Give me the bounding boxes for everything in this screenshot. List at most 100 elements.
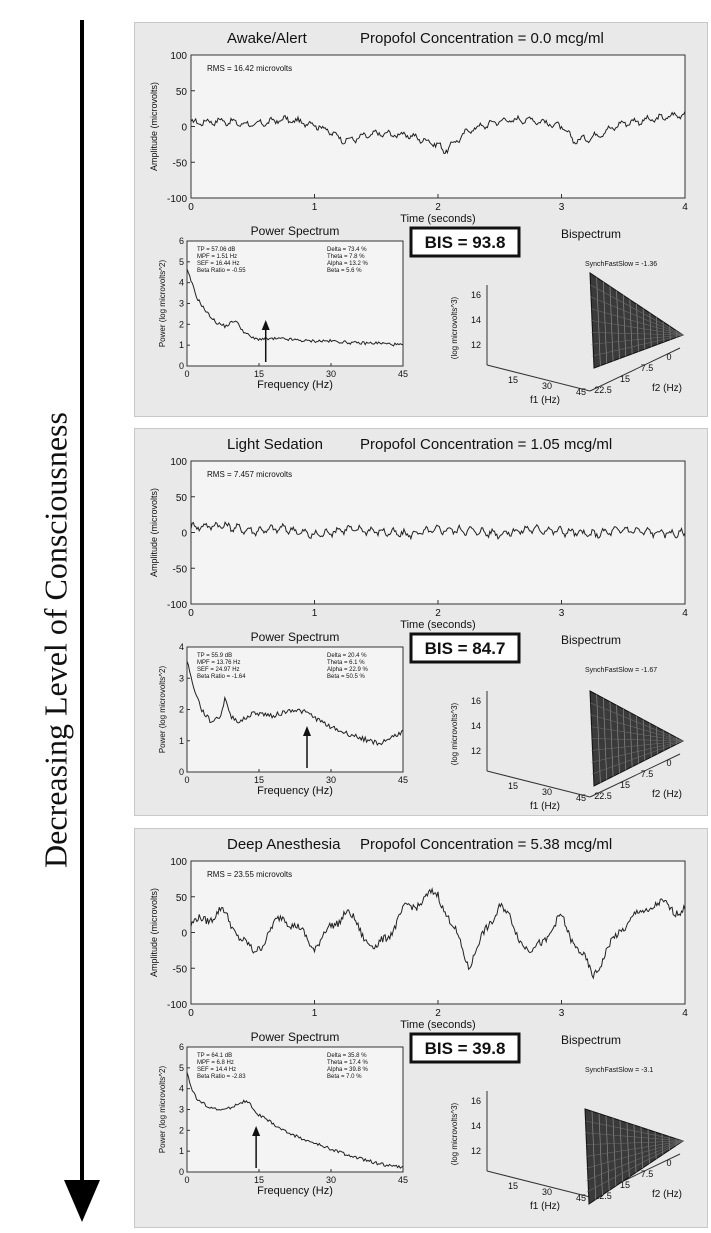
power-y-tick-label: 4	[179, 1084, 184, 1094]
y-tick-label: 50	[176, 493, 188, 504]
f1-tick-label: 45	[576, 1193, 586, 1203]
rms-label: RMS = 16.42 microvolts	[207, 64, 292, 73]
bis-value: BIS = 93.8	[425, 233, 506, 252]
x-tick-label: 2	[435, 202, 441, 213]
stat-left: Beta Ratio = -0.55	[197, 268, 246, 274]
f1-label: f1 (Hz)	[530, 395, 560, 406]
x-tick-label: 4	[682, 608, 688, 619]
power-x-tick-label: 0	[184, 1175, 189, 1185]
power-x-tick-label: 45	[398, 1175, 408, 1185]
power-x-tick-label: 45	[398, 775, 408, 785]
stat-right: Alpha = 39.8 %	[327, 1067, 369, 1073]
y-tick-label: -50	[173, 158, 188, 169]
f2-tick-label: 0	[666, 352, 671, 362]
power-x-tick-label: 15	[254, 1175, 264, 1185]
f2-tick-label: 0	[666, 1158, 671, 1168]
power-y-tick-label: 6	[179, 236, 184, 246]
y-tick-label: -100	[167, 194, 187, 205]
x-tick-label: 3	[559, 202, 565, 213]
power-x-tick-label: 0	[184, 369, 189, 379]
f1-tick-label: 45	[576, 793, 586, 803]
f1-tick-label: 15	[508, 375, 518, 385]
z-tick-label: 14	[471, 315, 481, 325]
time-xlabel: Time (seconds)	[400, 1019, 475, 1031]
stat-right: Beta = 50.5 %	[327, 674, 366, 680]
stat-right: Alpha = 22.9 %	[327, 667, 369, 673]
power-ylabel: Power (log microvolts^2)	[158, 1066, 167, 1154]
f1-tick-label: 15	[508, 1181, 518, 1191]
power-title: Power Spectrum	[251, 1030, 340, 1044]
x-tick-label: 2	[435, 608, 441, 619]
f2-label: f2 (Hz)	[652, 1189, 682, 1200]
side-label: Decreasing Level of Consciousness	[38, 412, 75, 868]
x-tick-label: 4	[682, 202, 688, 213]
stat-left: SEF = 16.44 Hz	[197, 261, 240, 267]
stat-left: TP = 55.9 dB	[197, 653, 232, 659]
power-ylabel: Power (log microvolts^2)	[158, 666, 167, 754]
bispec-zlabel: (log microvolts^3)	[450, 702, 459, 765]
stat-right: Delta = 35.8 %	[327, 1053, 367, 1059]
power-y-tick-label: 0	[179, 767, 184, 777]
y-tick-label: 50	[176, 893, 188, 904]
f1-tick-label: 30	[542, 787, 552, 797]
concentration-title: Propofol Concentration = 1.05 mcg/ml	[360, 436, 612, 453]
power-y-tick-label: 5	[179, 257, 184, 267]
power-x-tick-label: 15	[254, 775, 264, 785]
synch-label: SynchFastSlow = -1.67	[585, 667, 657, 674]
stat-right: Theta = 7.8 %	[327, 254, 365, 260]
power-y-tick-label: 5	[179, 1063, 184, 1073]
y-tick-label: 50	[176, 87, 188, 98]
surface-wedge	[590, 691, 683, 786]
power-y-tick-label: 3	[179, 673, 184, 683]
power-y-tick-label: 1	[179, 340, 184, 350]
power-y-tick-label: 4	[179, 642, 184, 652]
concentration-title: Propofol Concentration = 0.0 mcg/ml	[360, 30, 604, 47]
rms-label: RMS = 7.457 microvolts	[207, 470, 292, 479]
stat-left: MPF = 6.8 Hz	[197, 1060, 234, 1066]
z-tick-label: 16	[471, 290, 481, 300]
stat-right: Beta = 5.6 %	[327, 268, 362, 274]
f1-axis	[487, 365, 590, 391]
f2-label: f2 (Hz)	[652, 789, 682, 800]
f1-axis	[487, 771, 590, 797]
power-y-tick-label: 4	[179, 278, 184, 288]
f2-tick-label: 15	[620, 780, 630, 790]
f1-axis	[487, 1171, 590, 1197]
x-tick-label: 1	[312, 1008, 318, 1019]
f1-label: f1 (Hz)	[530, 1201, 560, 1212]
eeg-plot-frame	[191, 861, 685, 1004]
time-xlabel: Time (seconds)	[400, 619, 475, 631]
power-y-tick-label: 0	[179, 1167, 184, 1177]
power-x-tick-label: 30	[326, 775, 336, 785]
z-tick-label: 14	[471, 1121, 481, 1131]
time-xlabel: Time (seconds)	[400, 213, 475, 225]
power-y-tick-label: 6	[179, 1042, 184, 1052]
bis-value: BIS = 84.7	[425, 639, 506, 658]
state-title: Deep Anesthesia	[227, 836, 341, 853]
stat-right: Theta = 6.1 %	[327, 660, 365, 666]
power-x-tick-label: 30	[326, 369, 336, 379]
power-y-tick-label: 1	[179, 736, 184, 746]
f2-tick-label: 15	[620, 374, 630, 384]
stat-left: SEF = 24.97 Hz	[197, 667, 240, 673]
f2-tick-label: 7.5	[641, 363, 654, 373]
stat-right: Alpha = 13.2 %	[327, 261, 369, 267]
synch-label: SynchFastSlow = -1.36	[585, 261, 657, 268]
bispectrum-title: Bispectrum	[561, 227, 621, 241]
stat-right: Theta = 17.4 %	[327, 1060, 369, 1066]
power-ylabel: Power (log microvolts^2)	[158, 260, 167, 348]
consciousness-arrow: Decreasing Level of Consciousness	[0, 0, 120, 1228]
freq-xlabel: Frequency (Hz)	[257, 785, 333, 797]
bispec-zlabel: (log microvolts^3)	[450, 1102, 459, 1165]
bispectrum-title: Bispectrum	[561, 633, 621, 647]
power-y-tick-label: 3	[179, 1105, 184, 1115]
freq-xlabel: Frequency (Hz)	[257, 1185, 333, 1197]
y-tick-label: 100	[170, 457, 187, 468]
f2-tick-label: 22.5	[594, 791, 612, 801]
f2-tick-label: 0	[666, 758, 671, 768]
